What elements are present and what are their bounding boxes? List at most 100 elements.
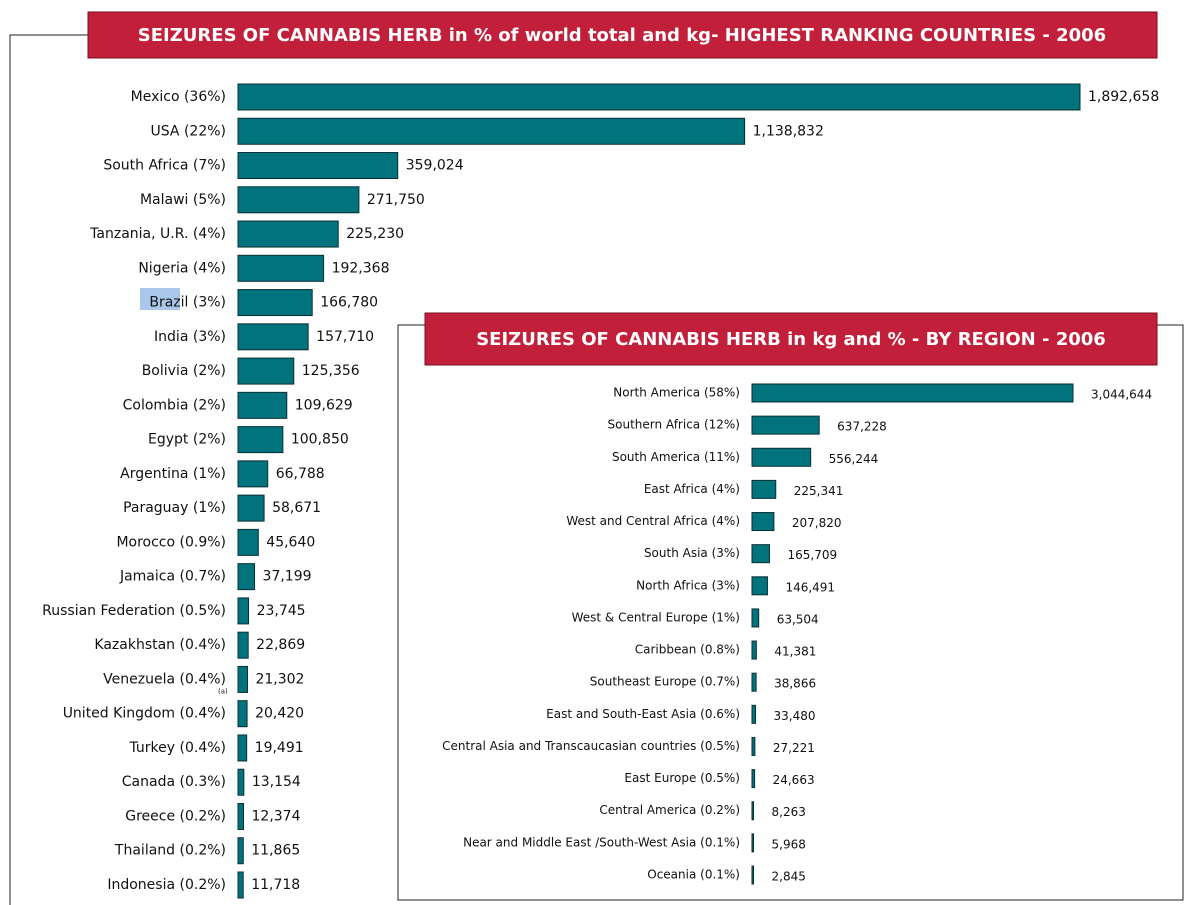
bar <box>751 833 754 853</box>
value-label: 359,024 <box>406 158 464 174</box>
value-label: 1,892,658 <box>1088 89 1159 105</box>
value-label: 3,044,644 <box>1091 388 1152 402</box>
value-label: 11,718 <box>251 877 300 893</box>
value-label: 63,504 <box>777 612 819 626</box>
bar <box>237 837 244 865</box>
bar <box>237 426 284 454</box>
bar <box>751 608 760 628</box>
value-label: 109,629 <box>295 397 353 413</box>
bar <box>237 597 250 625</box>
bar <box>237 494 265 522</box>
bar <box>237 700 248 728</box>
category-label: Jamaica (0.7%) <box>119 569 226 585</box>
value-label: 19,491 <box>255 740 304 756</box>
bar <box>237 391 288 419</box>
category-label: Southeast Europe (0.7%) <box>590 675 740 689</box>
bar <box>237 254 325 282</box>
bar <box>751 479 777 499</box>
selection-highlight <box>140 288 180 310</box>
category-label: East and South-East Asia (0.6%) <box>546 707 740 721</box>
value-label: 38,866 <box>774 677 816 691</box>
category-label: East Africa (4%) <box>644 482 740 496</box>
value-label: 13,154 <box>252 774 301 790</box>
bar <box>751 769 756 789</box>
bar <box>751 736 756 756</box>
category-label: Bolivia (2%) <box>142 363 226 379</box>
category-label: United Kingdom (0.4%) <box>63 706 226 722</box>
category-label: Nigeria (4%) <box>138 260 226 276</box>
value-label: 58,671 <box>272 500 321 516</box>
value-label: 157,710 <box>316 329 374 345</box>
value-label: 100,850 <box>291 432 349 448</box>
category-label: Turkey (0.4%) <box>128 740 226 756</box>
bar <box>237 289 313 317</box>
category-label: Colombia (2%) <box>123 397 226 413</box>
category-label: Morocco (0.9%) <box>116 534 226 550</box>
value-label: 22,869 <box>256 637 305 653</box>
bar <box>751 512 775 532</box>
value-label: 556,244 <box>829 452 879 466</box>
bar <box>751 544 770 564</box>
value-label: 66,788 <box>276 466 325 482</box>
value-label: 2,845 <box>772 870 806 884</box>
bar <box>751 415 820 435</box>
value-label: 166,780 <box>320 295 378 311</box>
bar <box>751 447 812 467</box>
category-label: Egypt (2%) <box>148 432 226 448</box>
bar <box>237 357 295 385</box>
bar <box>751 640 757 660</box>
value-label: 11,865 <box>251 843 300 859</box>
category-label: West & Central Europe (1%) <box>572 610 740 624</box>
category-label: Russian Federation (0.5%) <box>42 603 226 619</box>
category-label: Central Asia and Transcaucasian countrie… <box>442 739 740 753</box>
bar <box>751 801 754 821</box>
chart-title: SEIZURES OF CANNABIS HERB in % of world … <box>138 25 1106 46</box>
category-label: Paraguay (1%) <box>123 500 226 516</box>
category-label: USA (22%) <box>151 123 226 139</box>
bar <box>237 323 309 351</box>
bar <box>751 865 754 885</box>
value-label: 5,968 <box>772 837 806 851</box>
value-label: 20,420 <box>255 706 304 722</box>
value-label: 207,820 <box>792 516 842 530</box>
value-label: 23,745 <box>257 603 306 619</box>
bar <box>751 672 757 692</box>
bar <box>237 460 269 488</box>
bar <box>751 383 1074 403</box>
bar <box>237 220 339 248</box>
chart-title: SEIZURES OF CANNABIS HERB in kg and % - … <box>476 329 1106 350</box>
category-label: Brazil (3%) <box>149 295 226 311</box>
bar <box>237 802 245 830</box>
title-bar <box>424 312 1158 366</box>
category-label: Kazakhstan (0.4%) <box>94 637 226 653</box>
annotation: (a) <box>218 687 228 695</box>
title-bar <box>87 11 1158 59</box>
value-label: 24,663 <box>773 773 815 787</box>
category-label: Southern Africa (12%) <box>608 418 740 432</box>
category-label: India (3%) <box>154 329 226 345</box>
frame <box>9 34 88 905</box>
value-label: 37,199 <box>263 569 312 585</box>
category-label: Mexico (36%) <box>131 89 226 105</box>
category-label: Indonesia (0.2%) <box>107 877 226 893</box>
category-label: Near and Middle East /South-West Asia (0… <box>463 835 740 849</box>
value-label: 45,640 <box>266 534 315 550</box>
value-label: 1,138,832 <box>753 123 824 139</box>
category-label: Central America (0.2%) <box>599 803 740 817</box>
category-label: Thailand (0.2%) <box>114 843 226 859</box>
bar <box>237 83 1081 111</box>
category-label: South Africa (7%) <box>103 158 226 174</box>
category-label: Caribbean (0.8%) <box>635 643 740 657</box>
bar <box>237 631 249 659</box>
category-label: South Asia (3%) <box>644 546 740 560</box>
value-label: 33,480 <box>774 709 816 723</box>
bar <box>237 117 746 145</box>
value-label: 21,302 <box>255 671 304 687</box>
bar <box>237 665 248 693</box>
category-label: East Europe (0.5%) <box>624 771 740 785</box>
value-label: 271,750 <box>367 192 425 208</box>
value-label: 192,368 <box>332 260 390 276</box>
bar <box>751 704 757 724</box>
